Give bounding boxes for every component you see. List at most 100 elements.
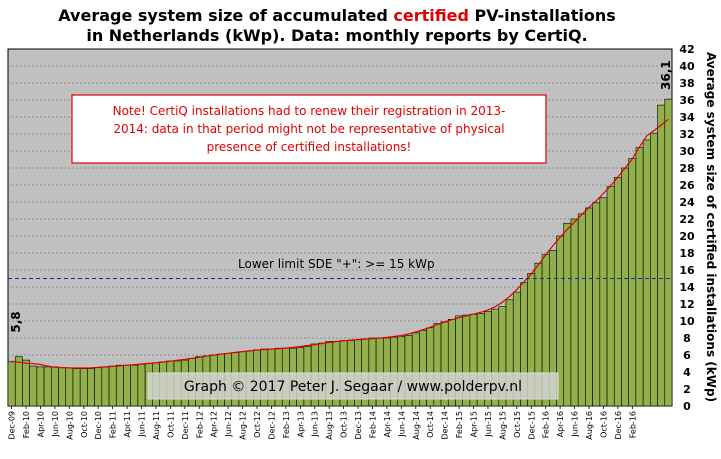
bar — [87, 368, 95, 407]
note-line-1: Note! CertiQ installations had to renew … — [113, 104, 506, 118]
bar — [137, 364, 146, 407]
x-tick-label: Dec-09 — [8, 411, 17, 440]
bar — [628, 158, 637, 407]
bar — [585, 207, 593, 407]
x-tick-label: Jun-14 — [397, 411, 406, 438]
data-label-last: 36,1 — [659, 60, 673, 90]
bar — [650, 132, 658, 407]
x-tick-label: Aug-10 — [65, 411, 74, 440]
x-tick-label: Dec-13 — [354, 411, 363, 440]
x-axis-ticks: Dec-09 Feb-10 Apr-10 Jun-10 Aug-10 Oct-10 Dec-… — [8, 406, 637, 440]
title-highlight-word: certified — [393, 6, 469, 25]
bar — [123, 364, 132, 407]
bar — [50, 366, 59, 407]
y-tick-label: 4 — [683, 366, 691, 379]
bar — [36, 366, 45, 407]
y-tick-label: 38 — [679, 77, 694, 90]
y-tick-label: 0 — [683, 400, 691, 413]
bar — [108, 365, 117, 407]
bar — [635, 147, 644, 407]
bar — [563, 222, 572, 407]
note-box — [71, 94, 547, 164]
bar — [664, 98, 673, 407]
x-tick-label: Apr-10 — [37, 411, 46, 437]
bar — [606, 186, 615, 407]
bar — [599, 197, 608, 407]
note-line-2: 2014: data in that period might not be r… — [113, 122, 504, 136]
bar — [22, 359, 30, 407]
chart-title-line2: in Netherlands (kWp). Data: monthly repo… — [86, 26, 587, 45]
y-tick-label: 8 — [683, 332, 691, 345]
bar — [613, 177, 622, 407]
x-tick-label: Oct-14 — [426, 411, 435, 438]
bar — [79, 368, 88, 407]
bar — [115, 364, 124, 407]
y-tick-label: 24 — [679, 196, 695, 209]
x-tick-label: Feb-13 — [282, 411, 291, 438]
x-tick-label: Dec-15 — [527, 411, 536, 440]
x-tick-label: Oct-16 — [599, 411, 608, 438]
note-line-3: presence of certified installations! — [207, 140, 412, 154]
y-tick-label: 28 — [679, 162, 694, 175]
y-tick-label: 18 — [679, 247, 694, 260]
x-tick-label: Apr-16 — [556, 411, 565, 437]
y-tick-label: 22 — [679, 213, 694, 226]
y-tick-label: 32 — [679, 128, 694, 141]
x-tick-label: Apr-13 — [296, 411, 305, 437]
y-tick-label: 10 — [679, 315, 695, 328]
y-tick-label: 14 — [679, 281, 695, 294]
x-tick-label: Oct-10 — [80, 411, 89, 438]
x-tick-label: Aug-13 — [325, 411, 334, 440]
x-tick-label: Oct-13 — [340, 411, 349, 438]
x-tick-label: Oct-15 — [513, 411, 522, 438]
credit-text: Graph © 2017 Peter J. Segaar / www.polde… — [184, 379, 522, 395]
y-tick-label: 12 — [679, 298, 694, 311]
credit-box — [147, 372, 559, 400]
bar — [72, 368, 81, 407]
y-tick-label: 20 — [679, 230, 695, 243]
bar — [58, 367, 67, 407]
bar — [642, 139, 651, 407]
x-tick-label: Feb-16 — [628, 411, 637, 438]
x-tick-label: Feb-16 — [542, 411, 551, 438]
x-tick-label: Aug-11 — [152, 411, 161, 440]
x-tick-label: Feb-11 — [109, 411, 118, 438]
x-tick-label: Dec-10 — [94, 411, 103, 440]
bar — [577, 213, 586, 407]
x-tick-label: Dec-14 — [441, 411, 450, 440]
bar — [101, 366, 110, 407]
x-tick-label: Apr-12 — [210, 411, 219, 437]
bar — [7, 361, 16, 407]
x-tick-label: Dec-16 — [614, 411, 623, 440]
bar — [130, 364, 139, 407]
x-tick-label: Feb-10 — [22, 411, 31, 438]
x-tick-label: Apr-11 — [123, 411, 132, 437]
x-tick-label: Apr-14 — [383, 411, 392, 437]
x-tick-label: Jun-15 — [484, 411, 493, 438]
y-tick-label: 30 — [679, 145, 695, 158]
trendline — [11, 118, 669, 369]
bar — [570, 218, 579, 407]
sde-limit-label: Lower limit SDE "+": >= 15 kWp — [238, 257, 435, 271]
bar — [94, 367, 103, 407]
y-tick-label: 34 — [679, 111, 695, 124]
x-tick-label: Jun-13 — [311, 411, 320, 438]
x-tick-label: Aug-15 — [498, 411, 507, 440]
x-tick-label: Aug-16 — [585, 411, 594, 440]
x-tick-label: Jun-12 — [224, 411, 233, 438]
x-tick-label: Feb-12 — [195, 411, 204, 438]
x-tick-label: Dec-11 — [181, 411, 190, 440]
y-tick-label: 42 — [679, 43, 694, 56]
x-tick-label: Jun-11 — [138, 411, 147, 438]
bar — [657, 104, 666, 407]
y-tick-label: 26 — [679, 179, 695, 192]
bar — [29, 365, 38, 407]
y-tick-label: 16 — [679, 264, 695, 277]
x-tick-label: Feb-14 — [369, 411, 378, 438]
x-tick-label: Oct-11 — [166, 411, 175, 438]
bar — [621, 167, 629, 407]
bar — [43, 366, 52, 407]
